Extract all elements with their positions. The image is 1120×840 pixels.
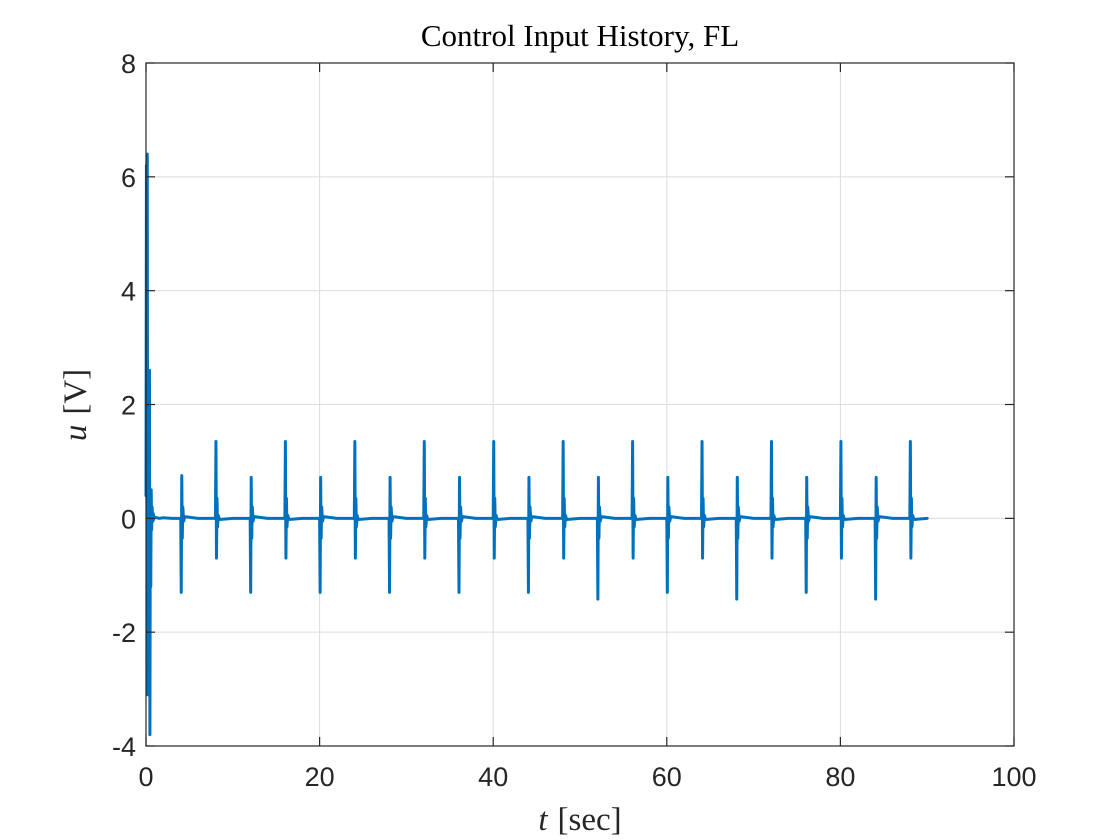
y-tick-label: 8 xyxy=(121,49,136,79)
y-tick-label: 6 xyxy=(121,163,136,193)
y-tick-label: 2 xyxy=(121,391,136,421)
tick-labels: 0 20 40 60 80 100 -4 -2 0 2 4 6 8 xyxy=(112,49,1037,792)
series-line-0 xyxy=(144,152,929,737)
x-tick-label: 0 xyxy=(138,762,153,792)
y-tick-label: -4 xyxy=(112,732,136,762)
y-tick-label: -2 xyxy=(112,618,136,648)
x-tick-label: 60 xyxy=(652,762,682,792)
x-tick-label: 20 xyxy=(305,762,335,792)
y-tick-label: 4 xyxy=(121,277,136,307)
y-axis-unit: [V] xyxy=(58,369,94,415)
y-axis-variable: u xyxy=(58,425,94,442)
x-tick-label: 100 xyxy=(991,762,1036,792)
series-layer xyxy=(144,152,929,737)
y-tick-label: 0 xyxy=(121,504,136,534)
x-axis-label: t [sec] xyxy=(538,802,621,838)
tick-marks xyxy=(145,62,1015,747)
chart-title: Control Input History, FL xyxy=(421,18,739,53)
x-axis-unit: [sec] xyxy=(558,802,622,838)
x-axis-variable: t xyxy=(538,802,548,838)
y-axis-label: u [V] xyxy=(58,369,94,441)
x-tick-label: 40 xyxy=(478,762,508,792)
x-tick-label: 80 xyxy=(825,762,855,792)
